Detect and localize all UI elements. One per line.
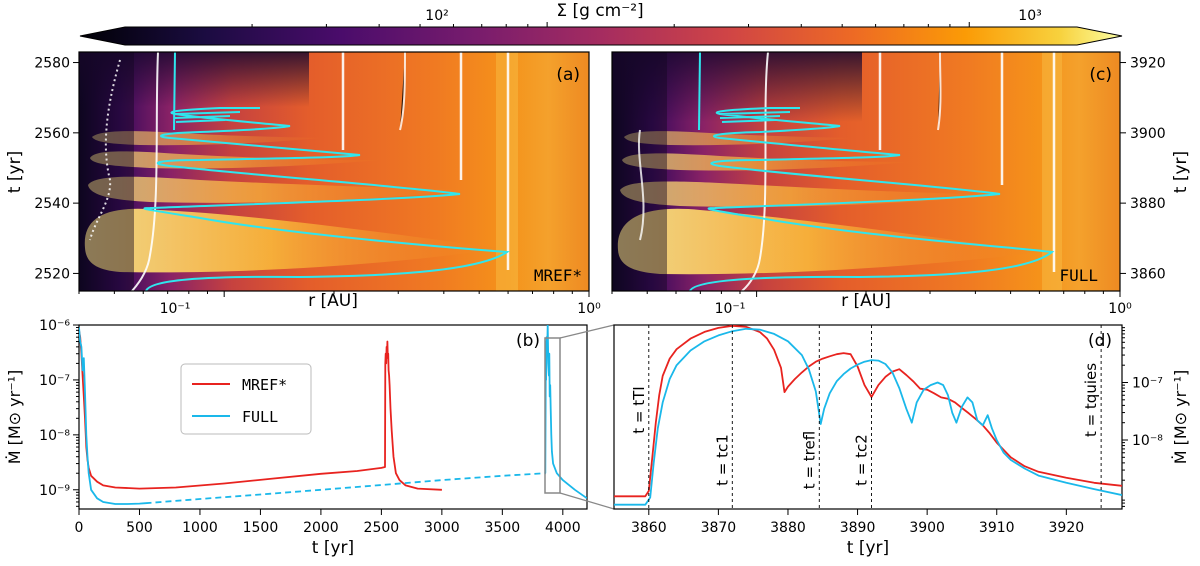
front-white-a-2 <box>89 59 121 241</box>
b-xtick-label-500: 500 <box>126 520 153 536</box>
d-xtick-label-3910: 3910 <box>979 520 1015 536</box>
vline-label-0: t = tTI <box>630 386 648 433</box>
panel-a-xlabel: r [AU] <box>308 291 358 311</box>
b-ytick-label--7: 10⁻⁷ <box>39 373 70 389</box>
heatmap-a-upper-shade <box>79 52 309 107</box>
front-cyan-a-2 <box>173 52 176 131</box>
front-cyan-a-1 <box>143 107 510 291</box>
front-white-c-6 <box>937 52 942 131</box>
d-series-full-1 <box>614 327 1122 506</box>
vline-label-1: t = tc1 <box>713 434 731 486</box>
a-ytick-label-2520: 2520 <box>34 266 70 282</box>
heatmap-a-lobe-4 <box>92 131 320 146</box>
d-series-mref--0 <box>614 325 1122 498</box>
heatmap-c-inner-dark <box>612 52 667 291</box>
panel-c-tag: (c) <box>1089 65 1112 85</box>
b-xtick-label-1000: 1000 <box>182 520 218 536</box>
c-ytick-label-3900: 3900 <box>1130 126 1166 142</box>
panel-a-ticks <box>73 62 590 297</box>
panel-d-tag: (d) <box>1088 331 1112 351</box>
panel-a-xtick-label-1: 10⁰ <box>577 301 601 317</box>
d-xtick-label-3900: 3900 <box>909 520 945 536</box>
d-ytick-label--8: 10⁻⁸ <box>1132 433 1163 449</box>
d-xtick-label-3920: 3920 <box>1049 520 1085 536</box>
panel-d-frame <box>613 324 1123 510</box>
panel-d-xlabel: t [yr] <box>847 538 889 558</box>
b-series-full-interpolated--2 <box>145 472 546 505</box>
legend-label-full: FULL <box>242 408 278 426</box>
a-ytick-label-2580: 2580 <box>34 56 70 72</box>
panel-c-xtick-label-0.1: 10⁻¹ <box>715 301 746 317</box>
d-xtick-label-3870: 3870 <box>701 520 737 536</box>
b-ytick-label--9: 10⁻⁹ <box>39 483 70 499</box>
panel-b-frame <box>78 324 588 510</box>
panel-a-ylabel: t [yr] <box>5 151 25 193</box>
panel-c-ticks <box>611 62 1126 297</box>
colorbar-label: Σ [g cm⁻²] <box>556 1 643 21</box>
heatmap-a-lobe-2 <box>88 176 470 203</box>
b-xtick-label-0: 0 <box>75 520 84 536</box>
zoom-connector-top <box>559 324 615 339</box>
c-ytick-label-3880: 3880 <box>1130 196 1166 212</box>
b-series-full-outburst--3 <box>544 325 587 500</box>
zoom-connector-bottom <box>559 492 615 510</box>
panel-a: (a) MREF* r [AU] 10⁻¹ 10⁰ t [yr] 2520 254… <box>5 51 601 317</box>
c-ytick-label-3920: 3920 <box>1130 56 1166 72</box>
legend-label-mref: MREF* <box>242 376 287 394</box>
heatmap-c-lobe-1 <box>617 208 1040 275</box>
panel-c: (c) FULL r [AU] 10⁻¹ 10⁰ t [yr] 3860 3880… <box>611 51 1191 317</box>
front-cyan-c-2 <box>698 52 701 131</box>
panel-d: t = tTI t = tc1 t = trefl t = tc2 t = tquies… <box>613 324 1190 558</box>
b-xtick-label-4000: 4000 <box>545 520 581 536</box>
b-xtick-label-2000: 2000 <box>303 520 339 536</box>
c-ytick-label-3860: 3860 <box>1130 266 1166 282</box>
vline-label-4: t = tquies <box>1082 363 1100 437</box>
front-cyan-c-1 <box>689 107 1055 291</box>
panel-c-xlabel: r [AU] <box>841 291 891 311</box>
panel-b-ylabel: Ṁ [M⊙ yr⁻¹] <box>5 370 24 465</box>
panel-c-xtick-label-1: 10⁰ <box>1108 301 1132 317</box>
colorbar: Σ [g cm⁻²] 10² 10³ <box>79 1 1123 46</box>
d-xtick-label-3880: 3880 <box>770 520 806 536</box>
panel-c-ylabel: t [yr] <box>1171 151 1191 193</box>
heatmap-c-lobe-4 <box>624 131 850 146</box>
colorbar-tick-label-100: 10² <box>425 8 448 24</box>
b-xtick-label-1500: 1500 <box>243 520 279 536</box>
d-ytick-label--7: 10⁻⁷ <box>1132 376 1163 392</box>
b-xtick-label-3000: 3000 <box>424 520 460 536</box>
panel-a-xtick-label-0.1: 10⁻¹ <box>160 301 191 317</box>
b-ytick-label--6: 10⁻⁶ <box>39 318 70 334</box>
panel-d-ylabel: Ṁ [M⊙ yr⁻¹] <box>1171 370 1190 465</box>
panel-a-tag: (a) <box>556 65 580 85</box>
panel-b: 0 500 1000 1500 2000 2500 3000 3500 4000 10⁻⁹ 10⁻⁸… <box>5 318 615 558</box>
vline-label-3: t = tc2 <box>852 434 870 486</box>
a-ytick-label-2540: 2540 <box>34 196 70 212</box>
front-white-c-2 <box>637 129 645 241</box>
heatmap-c-bright-band <box>1042 52 1062 291</box>
a-ytick-label-2560: 2560 <box>34 126 70 142</box>
d-xtick-label-3890: 3890 <box>840 520 876 536</box>
b-series-full-1 <box>79 327 146 505</box>
colorbar-tick-label-1000: 10³ <box>1018 8 1041 24</box>
b-xtick-label-3500: 3500 <box>485 520 521 536</box>
b-ytick-label--8: 10⁻⁸ <box>39 428 70 444</box>
legend: MREF* FULL <box>180 363 312 435</box>
front-white-a-1 <box>131 52 159 291</box>
panel-b-tag: (b) <box>516 331 540 351</box>
heatmap-a-lobe-1 <box>84 208 501 273</box>
b-xtick-label-2500: 2500 <box>364 520 400 536</box>
panel-a-sim-label: MREF* <box>534 266 582 285</box>
panel-c-sim-label: FULL <box>1059 266 1098 285</box>
d-xtick-label-3860: 3860 <box>631 520 667 536</box>
zoom-box <box>544 337 561 494</box>
colorbar-gradient <box>79 26 1123 46</box>
front-white-a-6 <box>399 52 406 131</box>
heatmap-a-inner-dark <box>79 52 134 291</box>
vline-label-2: t = trefl <box>800 431 818 489</box>
panel-b-xlabel: t [yr] <box>312 538 354 558</box>
